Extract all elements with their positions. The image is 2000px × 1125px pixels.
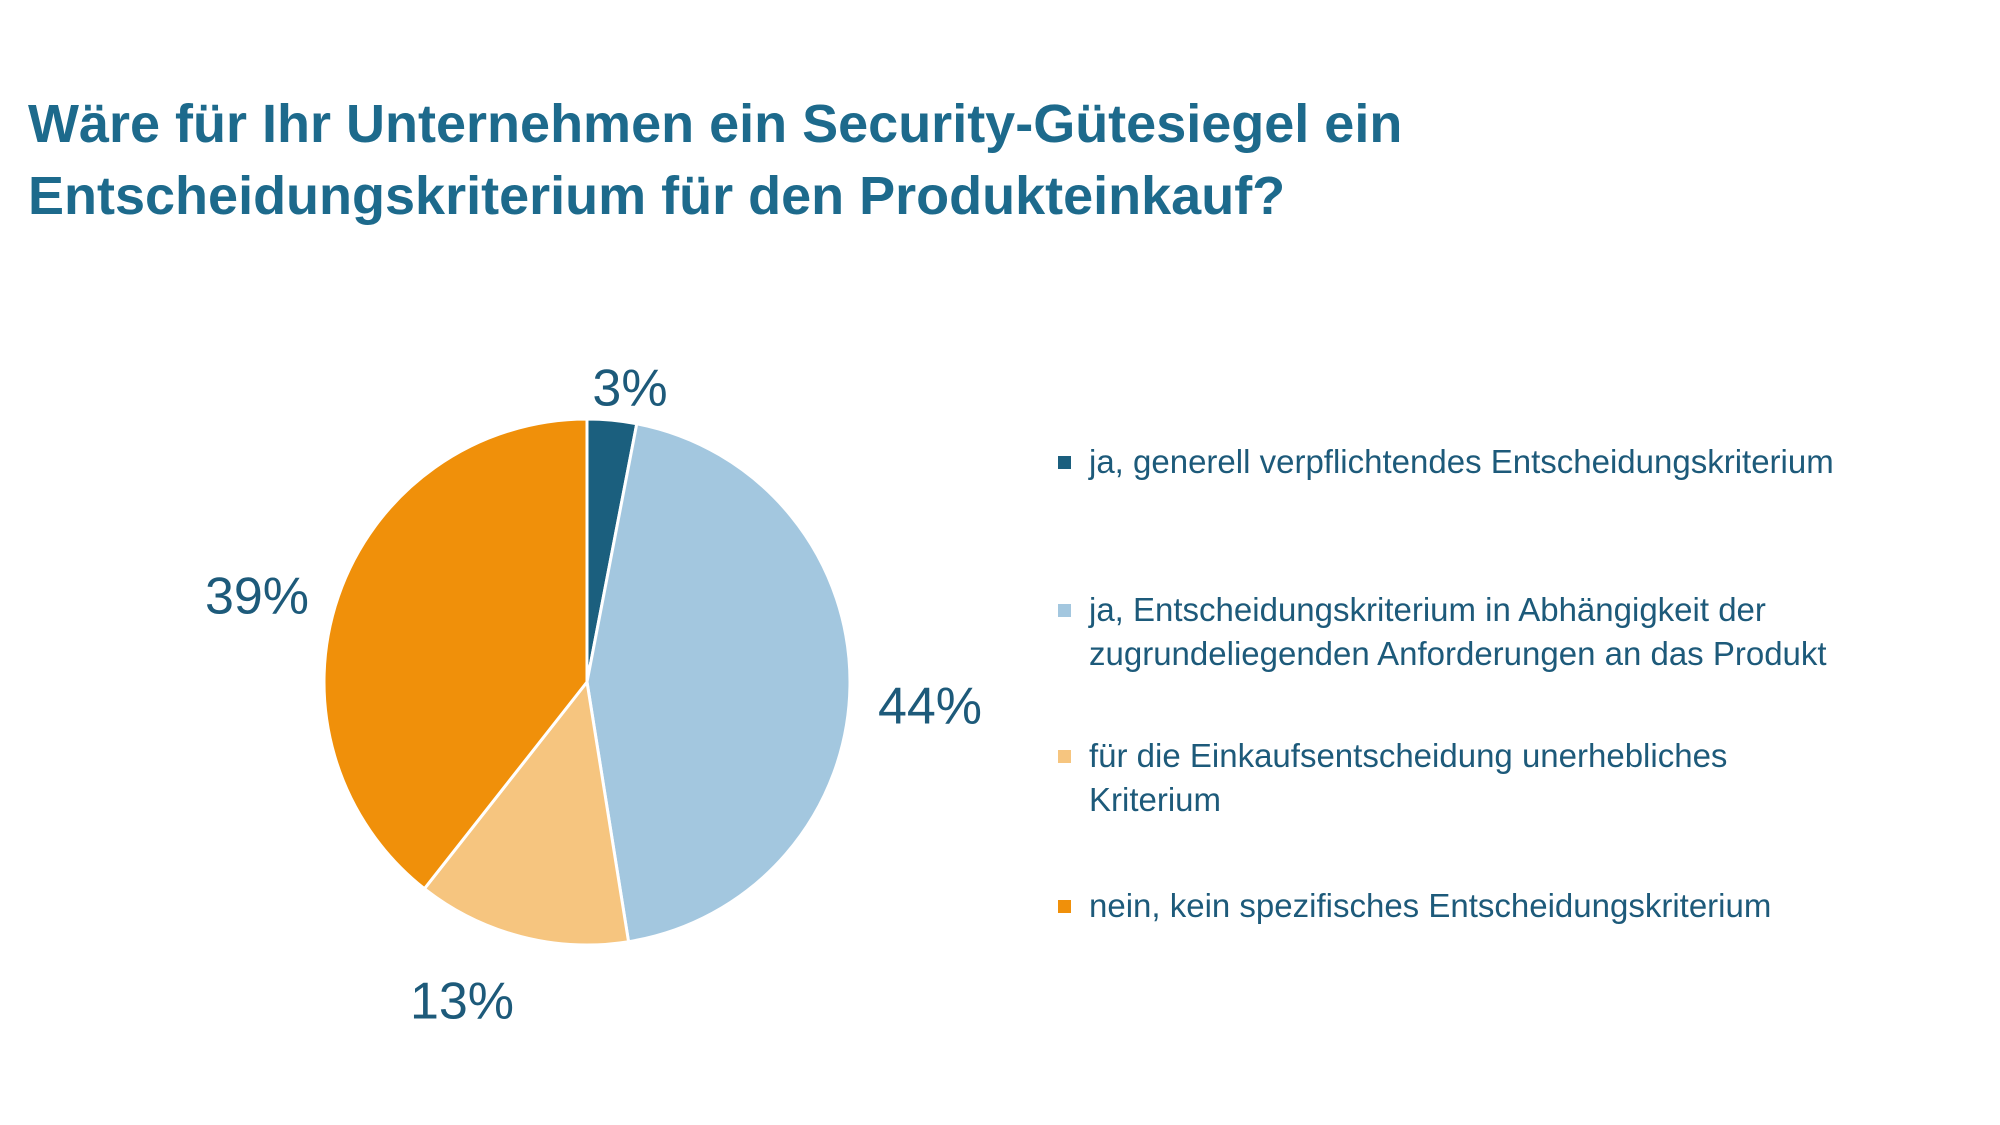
pie-slice-fur-die-einkaufsentscheidung-unerheblich [422, 678, 631, 947]
pie-data-label-nein-kein-spezifisches-entscheidungskrit: 39% [205, 568, 309, 626]
legend-label-line: nein, kein spezifisches Entscheidungskri… [1089, 887, 1772, 924]
legend-label: ja, Entscheidungskriterium in Abhängigke… [1089, 588, 1827, 676]
pie-data-label-ja-generell-verpflichtendes-entscheidung: 3% [592, 360, 667, 418]
pie-data-label-fur-die-einkaufsentscheidung-unerheblich: 13% [410, 973, 514, 1031]
legend-label: ja, generell verpflichtendes Entscheidun… [1089, 440, 1834, 484]
legend-label: nein, kein spezifisches Entscheidungskri… [1089, 884, 1771, 928]
legend-swatch [1058, 456, 1071, 469]
pie-slice-nein-kein-spezifisches-entscheidungskrit [322, 417, 589, 891]
legend-label-line: ja, Entscheidungskriterium in Abhängigke… [1089, 591, 1766, 628]
legend-swatch [1058, 900, 1071, 913]
chart-title-line-1: Wäre für Ihr Unternehmen ein Security-Gü… [28, 94, 1403, 154]
chart-title-line-2: Entscheidungskriterium für den Produktei… [28, 166, 1286, 226]
pie-slice-ja-entscheidungskriterium-in-abhangigkei [585, 421, 852, 944]
legend-item-fur-die-einkaufsentscheidung-unerheblich: für die Einkaufsentscheidung unerheblich… [1058, 734, 1727, 822]
legend-label-line: ja, generell verpflichtendes Entscheidun… [1089, 443, 1834, 480]
legend-swatch [1058, 750, 1071, 763]
legend-label-line: für die Einkaufsentscheidung unerheblich… [1089, 737, 1728, 774]
legend-label-line: zugrundeliegenden Anforderungen an das P… [1089, 635, 1827, 672]
chart-title: Wäre für Ihr Unternehmen ein Security-Gü… [28, 88, 1728, 232]
legend-swatch [1058, 604, 1071, 617]
legend-item-ja-entscheidungskriterium-in-abhangigkei: ja, Entscheidungskriterium in Abhängigke… [1058, 588, 1827, 676]
legend-item-ja-generell-verpflichtendes-entscheidung: ja, generell verpflichtendes Entscheidun… [1058, 440, 1834, 484]
legend-label-line: Kriterium [1089, 781, 1222, 818]
legend-item-nein-kein-spezifisches-entscheidungskrit: nein, kein spezifisches Entscheidungskri… [1058, 884, 1771, 928]
pie-data-label-ja-entscheidungskriterium-in-abhangigkei: 44% [878, 678, 982, 736]
legend-label: für die Einkaufsentscheidung unerheblich… [1089, 734, 1727, 822]
